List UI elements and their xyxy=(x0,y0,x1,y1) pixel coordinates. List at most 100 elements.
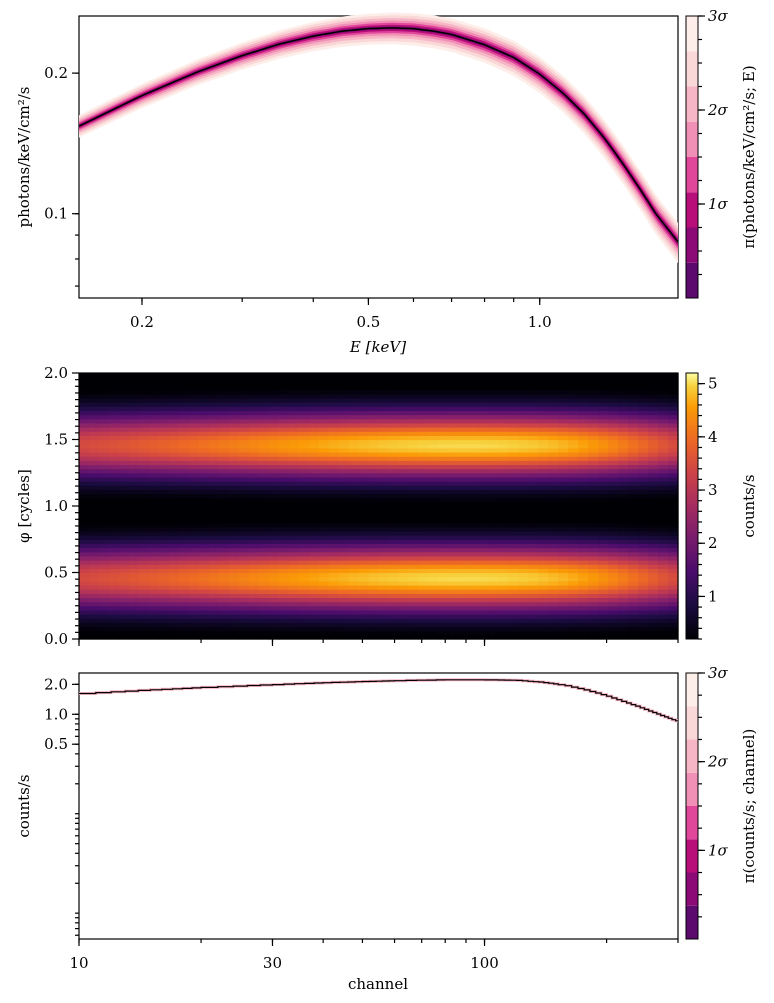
heatmap-cell xyxy=(478,485,489,490)
heatmap-cell xyxy=(578,535,589,540)
heatmap-cell xyxy=(538,518,549,524)
heatmap-cell xyxy=(568,518,579,524)
heatmap-cell xyxy=(608,447,619,453)
heatmap-cell xyxy=(198,393,210,399)
heatmap-cell xyxy=(528,634,539,640)
heatmap-cell xyxy=(308,443,320,449)
heatmap-cell xyxy=(79,443,90,449)
heatmap-cell xyxy=(648,568,659,574)
heatmap-cell xyxy=(568,543,579,549)
heatmap-cell xyxy=(668,572,679,578)
heatmap-cell xyxy=(198,385,210,391)
heatmap-cell xyxy=(128,460,140,466)
heatmap-cell xyxy=(398,427,410,432)
heatmap-cell xyxy=(79,427,90,432)
heatmap-cell xyxy=(378,539,390,545)
heatmap-cell xyxy=(138,381,150,387)
heatmap-cell xyxy=(408,493,420,499)
heatmap-cell xyxy=(478,501,489,507)
heatmap-cell xyxy=(368,526,380,532)
heatmap-cell xyxy=(488,530,499,536)
heatmap-cell xyxy=(408,427,420,432)
heatmap-cell xyxy=(258,584,270,590)
heatmap-cell xyxy=(98,522,110,528)
heatmap-cell xyxy=(418,584,430,590)
heatmap-cell xyxy=(268,485,280,490)
heatmap-cell xyxy=(648,547,659,553)
heatmap-cell xyxy=(298,551,310,557)
heatmap-cell xyxy=(388,381,400,387)
heatmap-cell xyxy=(98,580,110,586)
heatmap-cell xyxy=(458,481,469,486)
heatmap-cell xyxy=(558,443,569,449)
heatmap-cell xyxy=(79,393,90,399)
heatmap-cell xyxy=(258,497,270,503)
heatmap-cell xyxy=(568,547,579,553)
heatmap-cell xyxy=(198,489,210,495)
heatmap-cell xyxy=(158,543,170,549)
heatmap-cell xyxy=(88,576,100,582)
heatmap-cell xyxy=(528,497,539,503)
heatmap-cell xyxy=(428,468,439,474)
heatmap-cell xyxy=(338,547,350,553)
heatmap-cell xyxy=(648,377,659,382)
heatmap-cell xyxy=(408,497,420,503)
heatmap-cell xyxy=(448,593,459,599)
heatmap-cell xyxy=(318,597,330,603)
heatmap-cell xyxy=(278,630,290,636)
heatmap-cell xyxy=(368,410,380,416)
heatmap-cell xyxy=(148,630,160,636)
heatmap-cell xyxy=(668,555,679,561)
heatmap-cell xyxy=(598,406,609,412)
heatmap-cell xyxy=(258,589,270,594)
heatmap-cell xyxy=(458,580,469,586)
heatmap-cell xyxy=(368,547,380,553)
heatmap-cell xyxy=(88,568,100,574)
heatmap-cell xyxy=(368,539,380,545)
heatmap-cell xyxy=(348,393,360,399)
heatmap-cell xyxy=(108,526,120,532)
heatmap-cell xyxy=(418,447,430,453)
heatmap-cell xyxy=(598,584,609,590)
heatmap-cell xyxy=(118,481,130,486)
heatmap-cell xyxy=(398,506,410,511)
heatmap-cell xyxy=(138,443,150,449)
heatmap-cell xyxy=(348,580,360,586)
heatmap-cell xyxy=(518,402,529,407)
heatmap-cell xyxy=(598,464,609,470)
heatmap-cell xyxy=(358,630,370,636)
heatmap-cell xyxy=(438,580,449,586)
heatmap-cell xyxy=(248,609,260,615)
heatmap-cell xyxy=(198,614,210,619)
heatmap-cell xyxy=(228,618,240,623)
heatmap-cell xyxy=(598,605,609,611)
heatmap-cell xyxy=(118,422,130,428)
heatmap-cell xyxy=(618,460,629,466)
heatmap-cell xyxy=(408,402,420,407)
heatmap-cell xyxy=(528,464,539,470)
heatmap-cell xyxy=(248,381,260,387)
heatmap-cell xyxy=(628,576,639,582)
heatmap-cell xyxy=(348,397,360,403)
heatmap-cell xyxy=(528,526,539,532)
heatmap-cell xyxy=(268,506,280,511)
heatmap-cell xyxy=(358,622,370,628)
heatmap-cell xyxy=(218,373,230,378)
heatmap-cell xyxy=(208,431,220,436)
heatmap-cell xyxy=(208,439,220,445)
heatmap-cell xyxy=(268,393,280,399)
heatmap-cell xyxy=(358,402,370,407)
heatmap-cell xyxy=(298,414,310,420)
heatmap-cell xyxy=(138,397,150,403)
heatmap-cell xyxy=(128,568,140,574)
heatmap-cell xyxy=(278,560,290,565)
heatmap-cell xyxy=(398,402,410,407)
heatmap-cell xyxy=(558,373,569,378)
heatmap-cell xyxy=(118,476,130,482)
heatmap-cell xyxy=(218,476,230,482)
heatmap-cell xyxy=(578,630,589,636)
heatmap-cell xyxy=(598,589,609,594)
heatmap-cell xyxy=(508,493,519,499)
heatmap-cell xyxy=(88,501,100,507)
heatmap-cell xyxy=(568,568,579,574)
